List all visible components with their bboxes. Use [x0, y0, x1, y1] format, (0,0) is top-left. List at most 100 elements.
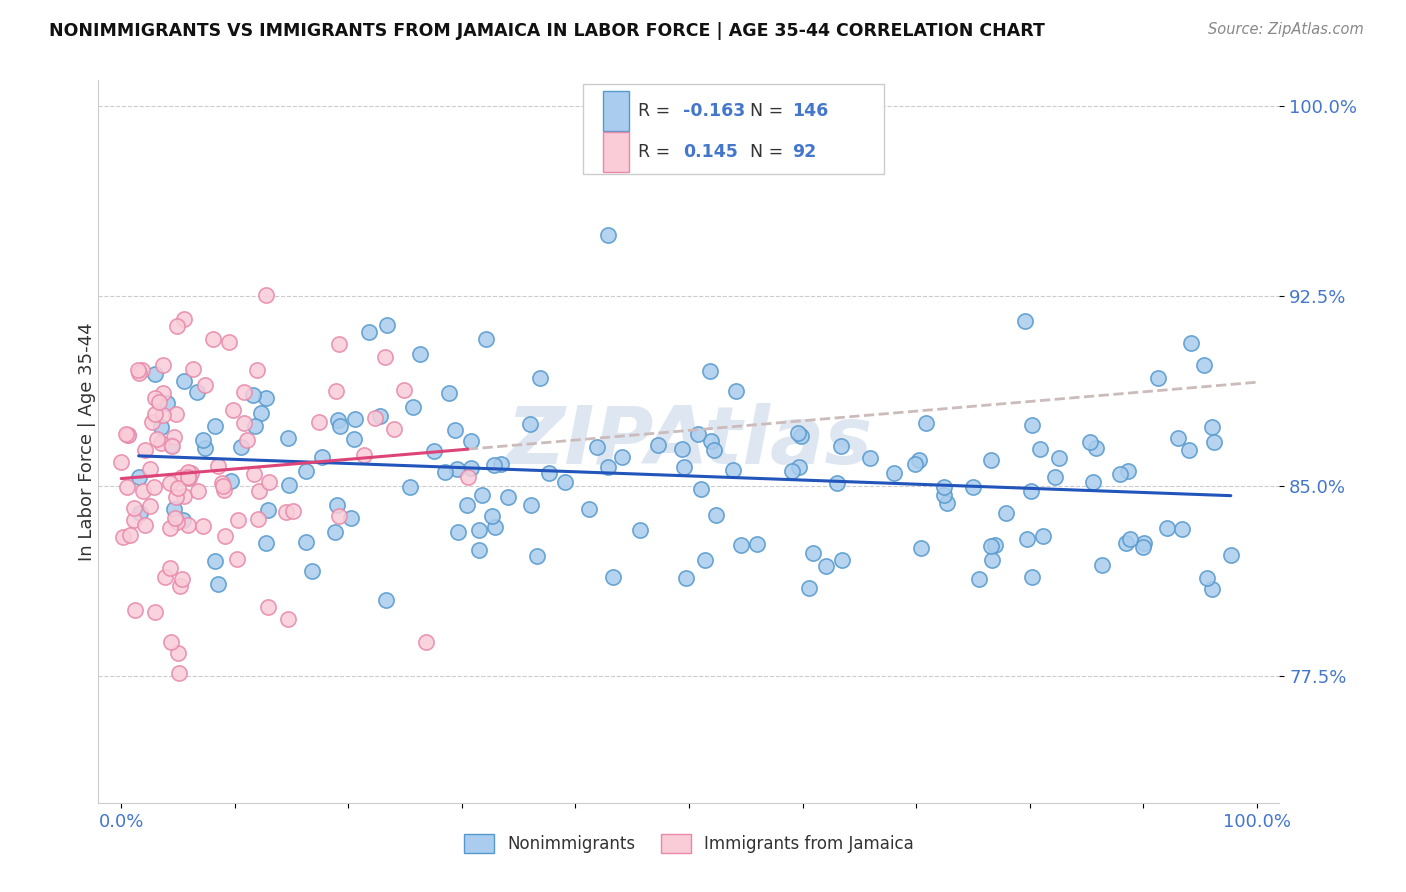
Point	[1156, 521, 1178, 535]
Point	[145, 605, 167, 619]
Point	[328, 336, 350, 351]
Point	[194, 442, 217, 456]
Point	[143, 392, 166, 406]
Point	[468, 543, 491, 558]
FancyBboxPatch shape	[603, 91, 628, 130]
Point	[374, 350, 396, 364]
Point	[699, 363, 721, 377]
Text: 92: 92	[792, 144, 815, 161]
Point	[226, 513, 249, 527]
Point	[967, 572, 990, 586]
Text: R =: R =	[638, 102, 676, 120]
Point	[475, 332, 498, 346]
Point	[984, 537, 1007, 551]
Point	[1047, 450, 1070, 465]
Point	[246, 363, 269, 377]
Point	[295, 535, 318, 549]
Point	[207, 576, 229, 591]
Point	[803, 546, 825, 560]
Point	[382, 422, 405, 436]
Point	[484, 458, 506, 473]
Text: NONIMMIGRANTS VS IMMIGRANTS FROM JAMAICA IN LABOR FORCE | AGE 35-44 CORRELATION : NONIMMIGRANTS VS IMMIGRANTS FROM JAMAICA…	[49, 22, 1045, 40]
Point	[457, 470, 479, 484]
Point	[183, 362, 205, 376]
Point	[219, 475, 242, 489]
Point	[117, 427, 139, 442]
Point	[786, 426, 808, 441]
Point	[156, 396, 179, 410]
Point	[596, 460, 619, 475]
Point	[138, 461, 160, 475]
Point	[1091, 558, 1114, 572]
Point	[159, 521, 181, 535]
Point	[233, 417, 256, 431]
Point	[489, 457, 512, 471]
Point	[675, 571, 697, 585]
Point	[446, 462, 468, 476]
Point	[915, 417, 938, 431]
Point	[519, 417, 541, 431]
Point	[167, 646, 190, 660]
Point	[598, 227, 620, 242]
Point	[815, 558, 838, 573]
Point	[112, 530, 135, 544]
Point	[1119, 532, 1142, 546]
Point	[602, 570, 624, 584]
Point	[554, 475, 576, 490]
Point	[308, 415, 330, 429]
Point	[117, 480, 139, 494]
Text: 0.145: 0.145	[683, 144, 738, 161]
Point	[131, 363, 153, 377]
Point	[115, 427, 138, 442]
Point	[831, 552, 853, 566]
Point	[908, 453, 931, 467]
Point	[688, 427, 710, 442]
Point	[134, 517, 156, 532]
Point	[172, 513, 194, 527]
Point	[193, 378, 215, 392]
Point	[1015, 532, 1038, 546]
Point	[1081, 475, 1104, 490]
Point	[201, 332, 224, 346]
Point	[328, 412, 350, 426]
Point	[1201, 419, 1223, 434]
Point	[257, 475, 280, 490]
Point	[415, 634, 437, 648]
Point	[170, 572, 193, 586]
Point	[526, 549, 548, 564]
Legend: Nonimmigrants, Immigrants from Jamaica: Nonimmigrants, Immigrants from Jamaica	[457, 827, 921, 860]
Point	[277, 431, 299, 445]
Point	[204, 418, 226, 433]
Point	[932, 488, 955, 502]
Point	[439, 386, 461, 401]
Point	[153, 570, 176, 584]
Point	[790, 428, 813, 442]
Point	[364, 410, 387, 425]
Point	[467, 524, 489, 538]
Point	[1014, 314, 1036, 328]
Point	[165, 490, 187, 504]
Point	[254, 536, 277, 550]
Point	[647, 438, 669, 452]
Point	[859, 451, 882, 466]
Text: N =: N =	[751, 102, 789, 120]
Text: Source: ZipAtlas.com: Source: ZipAtlas.com	[1208, 22, 1364, 37]
Point	[700, 434, 723, 448]
Point	[1029, 442, 1052, 456]
Point	[165, 511, 187, 525]
Point	[827, 475, 849, 490]
Point	[357, 325, 380, 339]
Point	[236, 433, 259, 447]
Point	[173, 374, 195, 388]
Point	[628, 523, 651, 537]
Point	[1197, 571, 1219, 585]
Point	[434, 466, 457, 480]
Point	[672, 459, 695, 474]
Point	[1043, 470, 1066, 484]
Point	[162, 501, 184, 516]
Point	[180, 466, 202, 480]
Point	[295, 464, 318, 478]
Point	[124, 603, 146, 617]
Point	[162, 430, 184, 444]
Point	[193, 434, 215, 448]
